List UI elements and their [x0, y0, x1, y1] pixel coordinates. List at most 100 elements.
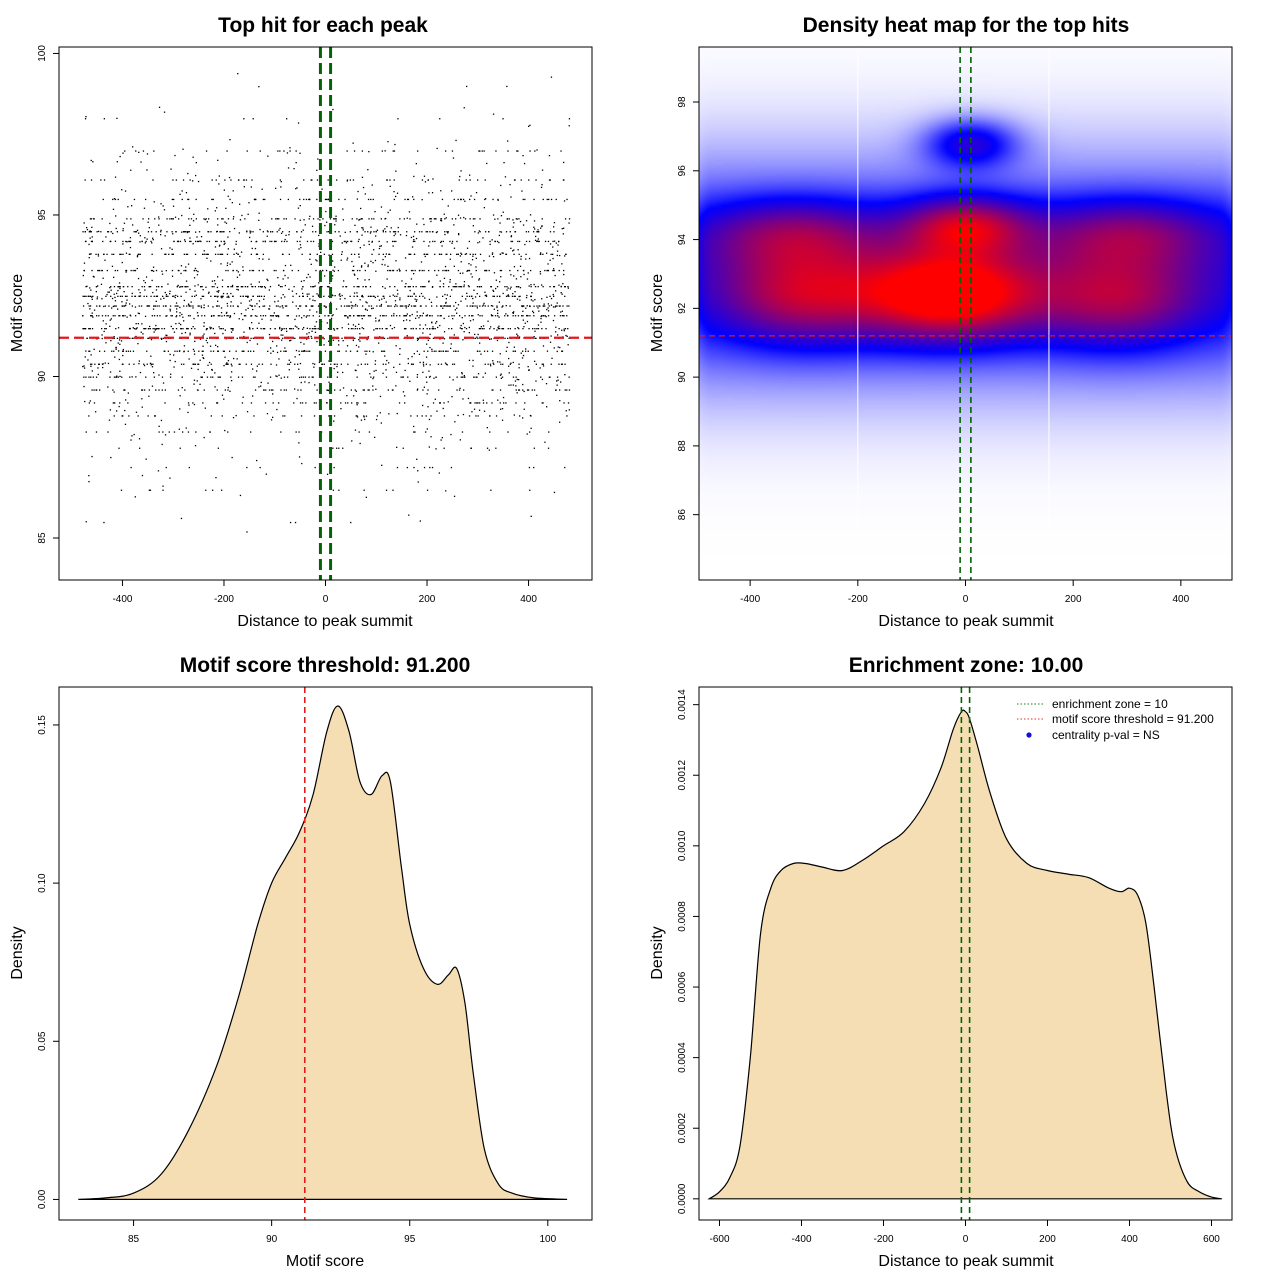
scatter-point — [342, 286, 344, 288]
scatter-point — [346, 345, 349, 347]
scatter-point — [90, 179, 93, 181]
scatter-point — [346, 180, 348, 182]
scatter-point — [394, 295, 396, 297]
scatter-point — [258, 363, 260, 365]
scatter-point — [374, 363, 376, 365]
scatter-point — [266, 413, 269, 415]
scatter-point — [440, 253, 443, 255]
scatter-point — [97, 255, 100, 257]
scatter-point — [301, 288, 303, 290]
heatmap-y-tick-label: 98 — [677, 96, 688, 108]
scatter-point — [352, 328, 354, 330]
scatter-point — [119, 375, 121, 378]
scatter-point — [125, 304, 127, 306]
scatter-point — [553, 347, 555, 349]
scatter-point — [468, 286, 470, 288]
scatter-point — [142, 333, 144, 335]
scatter-point — [278, 218, 280, 220]
scatter-point — [275, 315, 278, 317]
scatter-point — [294, 363, 296, 365]
scatter-point — [536, 231, 539, 233]
scatter-point — [158, 328, 160, 330]
scatter-point — [527, 231, 530, 233]
scatter-point — [336, 328, 338, 330]
scatter-point — [216, 231, 218, 233]
scatter-point — [315, 259, 317, 261]
scatter-point — [99, 269, 101, 272]
scatter-point — [505, 402, 507, 404]
scatter-point — [475, 192, 478, 194]
scatter-point — [256, 253, 258, 255]
scatter-point — [413, 253, 416, 255]
scatter-point — [169, 290, 171, 292]
scatter-point — [376, 328, 379, 330]
scatter-point — [272, 350, 274, 352]
scatter-point — [539, 367, 541, 369]
scatter-point — [151, 366, 154, 368]
scatter-point — [542, 305, 545, 307]
scatter-point — [389, 253, 391, 255]
scatter-point — [447, 231, 449, 233]
scatter-point — [314, 300, 316, 302]
scatter-point — [556, 350, 558, 353]
scatter-point — [143, 286, 146, 288]
scatter-point — [161, 286, 163, 288]
scatter-point — [139, 235, 141, 237]
scatter-point — [514, 380, 517, 382]
scatter-point — [232, 328, 234, 330]
scatter-point — [416, 311, 418, 313]
scatter-point — [150, 231, 153, 233]
scatter-point — [280, 297, 282, 299]
scatter-point — [396, 269, 398, 272]
scatter-point — [526, 320, 529, 323]
scatter-point — [333, 363, 335, 365]
scatter-point — [138, 151, 140, 153]
scatter-point — [307, 335, 310, 338]
scatter-point — [419, 315, 421, 317]
scatter-point — [352, 142, 354, 144]
scatter-point — [383, 297, 385, 299]
scatter-point — [354, 337, 356, 339]
scatter-point — [284, 415, 286, 417]
scatter-point — [522, 350, 524, 352]
scatter-point — [127, 402, 129, 404]
scatter-point — [253, 198, 256, 201]
scatter-point — [365, 286, 367, 288]
scatter-point — [522, 305, 524, 307]
scatter-point — [331, 315, 333, 317]
scatter-point — [188, 218, 190, 220]
scatter-point — [145, 376, 147, 378]
scatter-point — [309, 198, 311, 201]
scatter-point — [160, 234, 162, 236]
scatter-point — [88, 257, 90, 259]
scatter-point — [363, 415, 365, 417]
scatter-point — [127, 392, 129, 394]
score-density-panel: Motif score threshold: 91.200 85 90 95 100 … — [9, 654, 593, 1270]
scatter-point — [237, 289, 239, 291]
scatter-point — [384, 355, 386, 357]
scatter-point — [436, 147, 438, 150]
scatter-point — [238, 363, 240, 365]
scatter-point — [425, 356, 428, 358]
score-density-x-tick-label: 100 — [539, 1234, 556, 1245]
scatter-point — [316, 293, 318, 295]
scatter-point — [240, 302, 242, 304]
scatter-point — [113, 376, 116, 378]
scatter-point — [520, 255, 522, 258]
scatter-point — [524, 402, 526, 404]
scatter-point — [161, 328, 163, 330]
scatter-point — [289, 147, 291, 149]
scatter-point — [530, 284, 532, 286]
scatter-point — [563, 330, 565, 332]
scatter-point — [174, 154, 176, 157]
scatter-point — [381, 350, 383, 352]
scatter-point — [119, 295, 122, 297]
scatter-point — [366, 309, 368, 311]
scatter-point — [479, 315, 481, 317]
scatter-point — [402, 376, 404, 378]
scatter-point — [318, 282, 320, 284]
scatter-point — [165, 270, 167, 272]
scatter-point — [394, 233, 397, 235]
scatter-point — [484, 305, 486, 307]
scatter-point — [201, 286, 203, 288]
